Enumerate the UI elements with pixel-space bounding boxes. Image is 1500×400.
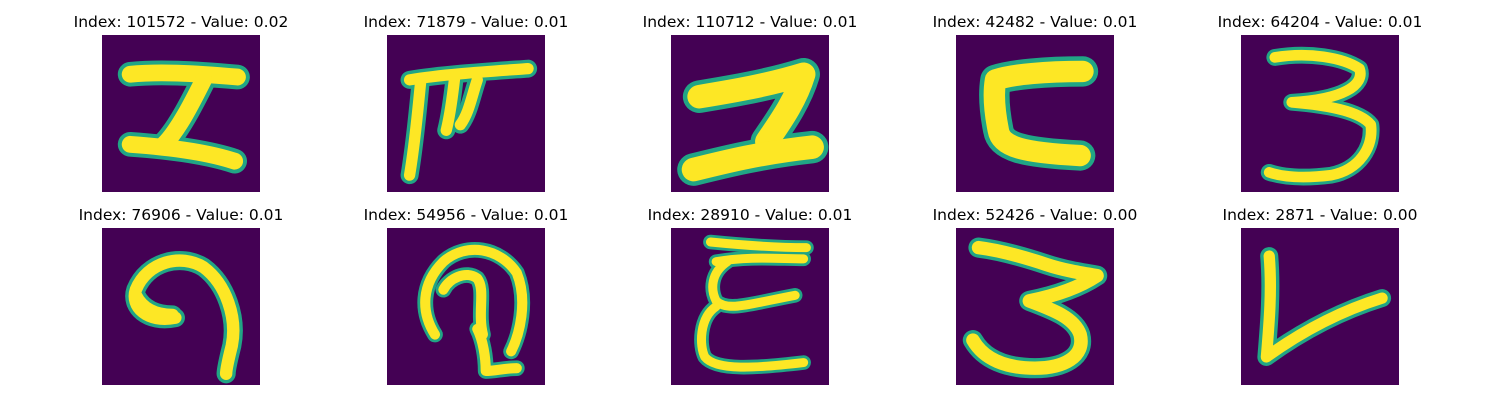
- panel-title: Index: 2871 - Value: 0.00: [1222, 206, 1418, 224]
- glyph-z-shape: [671, 35, 829, 192]
- glyph-v-check: [1241, 228, 1399, 385]
- glyph-three: [1241, 35, 1399, 192]
- glyph-hooked-t: [387, 35, 545, 192]
- glyph-hook-arc: [387, 228, 545, 385]
- panel-title: Index: 110712 - Value: 0.01: [642, 13, 858, 31]
- panel-title: Index: 76906 - Value: 0.01: [78, 206, 284, 224]
- glyph-block-i: [102, 35, 260, 192]
- panel-title: Index: 28910 - Value: 0.01: [647, 206, 853, 224]
- panel-title: Index: 64204 - Value: 0.01: [1217, 13, 1423, 31]
- panel-title: Index: 42482 - Value: 0.01: [932, 13, 1138, 31]
- glyph-three-wide: [956, 228, 1114, 385]
- panel-title: Index: 52426 - Value: 0.00: [932, 206, 1138, 224]
- glyph-reversed-c: [956, 35, 1114, 192]
- panel-title: Index: 54956 - Value: 0.01: [363, 206, 569, 224]
- panel-title: Index: 71879 - Value: 0.01: [363, 13, 569, 31]
- glyph-epsilon: [671, 228, 829, 385]
- glyph-nine-curl: [102, 228, 260, 385]
- panel-title: Index: 101572 - Value: 0.02: [73, 13, 289, 31]
